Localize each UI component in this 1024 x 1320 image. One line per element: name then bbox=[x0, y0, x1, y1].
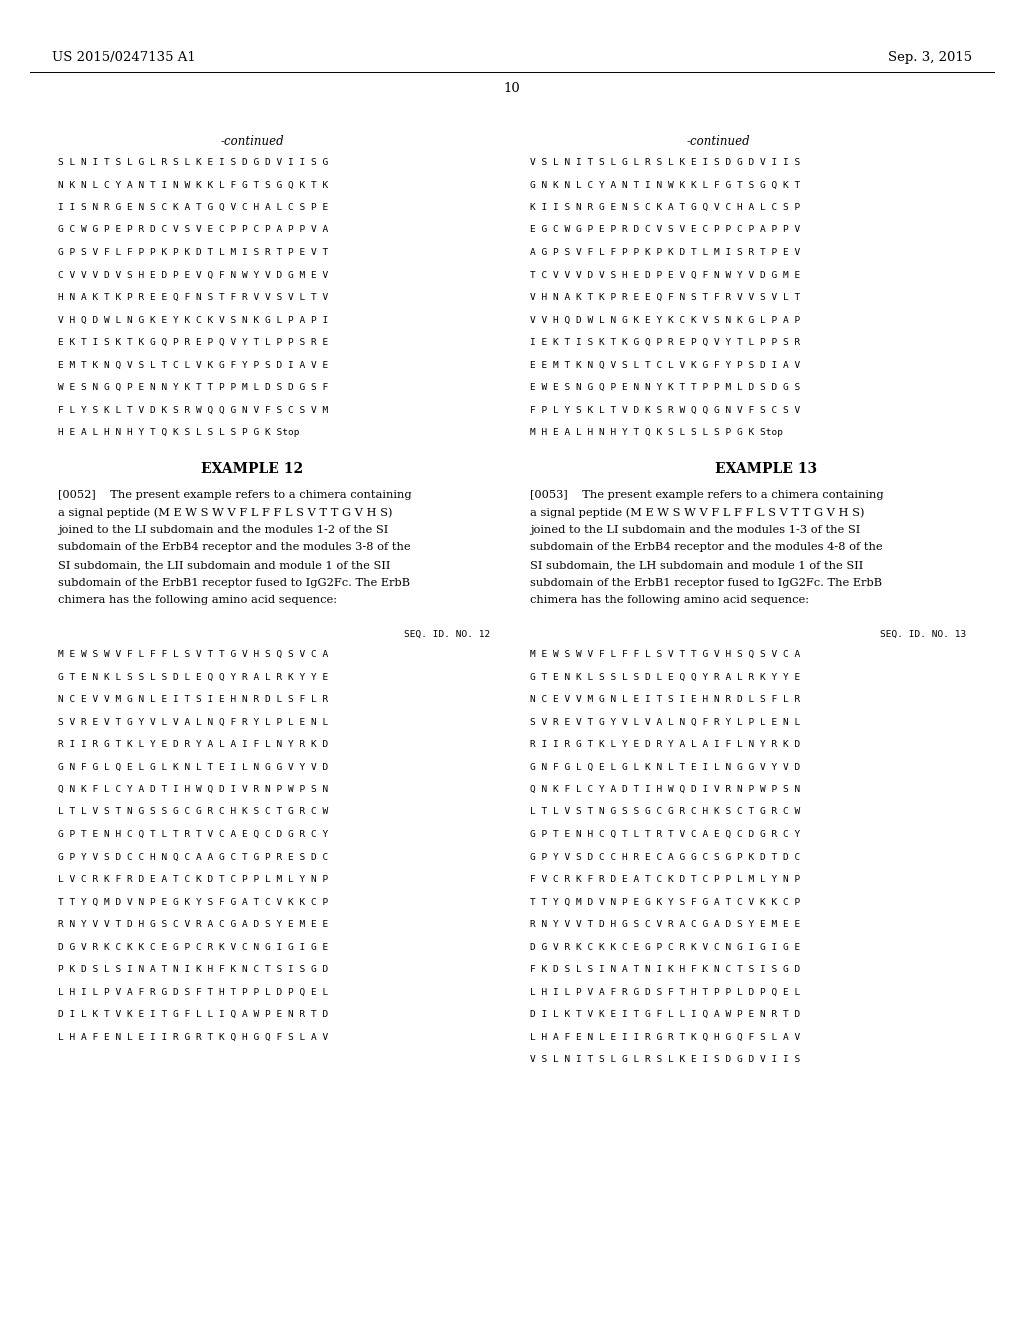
Text: subdomain of the ErbB4 receptor and the modules 3-8 of the: subdomain of the ErbB4 receptor and the … bbox=[58, 543, 411, 553]
Text: SI subdomain, the LII subdomain and module 1 of the SII: SI subdomain, the LII subdomain and modu… bbox=[58, 560, 390, 570]
Text: N C E V V M G N L E I T S I E H N R D L S F L R: N C E V V M G N L E I T S I E H N R D L … bbox=[58, 696, 329, 704]
Text: I E K T I S K T K G Q P R E P Q V Y T L P P S R: I E K T I S K T K G Q P R E P Q V Y T L … bbox=[530, 338, 800, 347]
Text: D I L K T V K E I T G F L L I Q A W P E N R T D: D I L K T V K E I T G F L L I Q A W P E … bbox=[530, 1010, 800, 1019]
Text: L H A F E N L E I I R G R T K Q H G Q F S L A V: L H A F E N L E I I R G R T K Q H G Q F … bbox=[530, 1032, 800, 1041]
Text: N C E V V M G N L E I T S I E H N R D L S F L R: N C E V V M G N L E I T S I E H N R D L … bbox=[530, 696, 800, 704]
Text: M H E A L H N H Y T Q K S L S L S P G K Stop: M H E A L H N H Y T Q K S L S L S P G K … bbox=[530, 428, 783, 437]
Text: L T L V S T N G S S G C G R C H K S C T G R C W: L T L V S T N G S S G C G R C H K S C T … bbox=[58, 808, 329, 817]
Text: subdomain of the ErbB1 receptor fused to IgG2Fc. The ErbB: subdomain of the ErbB1 receptor fused to… bbox=[530, 578, 882, 587]
Text: -continued: -continued bbox=[220, 135, 284, 148]
Text: V H Q D W L N G K E Y K C K V S N K G L P A P I: V H Q D W L N G K E Y K C K V S N K G L … bbox=[58, 315, 329, 325]
Text: T C V V V D V S H E D P E V Q F N W Y V D G M E: T C V V V D V S H E D P E V Q F N W Y V … bbox=[530, 271, 800, 280]
Text: chimera has the following amino acid sequence:: chimera has the following amino acid seq… bbox=[58, 595, 337, 605]
Text: K I I S N R G E N S C K A T G Q V C H A L C S P: K I I S N R G E N S C K A T G Q V C H A … bbox=[530, 203, 800, 213]
Text: H E A L H N H Y T Q K S L S L S P G K Stop: H E A L H N H Y T Q K S L S L S P G K St… bbox=[58, 428, 299, 437]
Text: M E W S W V F L F F L S V T T G V H S Q S V C A: M E W S W V F L F F L S V T T G V H S Q … bbox=[58, 649, 329, 659]
Text: F V C R K F R D E A T C K D T C P P L M L Y N P: F V C R K F R D E A T C K D T C P P L M … bbox=[530, 875, 800, 884]
Text: D I L K T V K E I T G F L L I Q A W P E N R T D: D I L K T V K E I T G F L L I Q A W P E … bbox=[58, 1010, 329, 1019]
Text: R I I R G T K L Y E D R Y A L A I F L N Y R K D: R I I R G T K L Y E D R Y A L A I F L N … bbox=[530, 741, 800, 748]
Text: EXAMPLE 12: EXAMPLE 12 bbox=[201, 462, 303, 477]
Text: a signal peptide (M E W S W V F L F F L S V T T G V H S): a signal peptide (M E W S W V F L F F L … bbox=[58, 507, 392, 517]
Text: G P T E N H C Q T L T R T V C A E Q C D G R C Y: G P T E N H C Q T L T R T V C A E Q C D … bbox=[530, 830, 800, 840]
Text: joined to the LI subdomain and the modules 1-2 of the SI: joined to the LI subdomain and the modul… bbox=[58, 525, 388, 535]
Text: G P S V F L F P P K P K D T L M I S R T P E V T: G P S V F L F P P K P K D T L M I S R T … bbox=[58, 248, 329, 257]
Text: V S L N I T S L G L R S L K E I S D G D V I I S: V S L N I T S L G L R S L K E I S D G D … bbox=[530, 1055, 800, 1064]
Text: subdomain of the ErbB4 receptor and the modules 4-8 of the: subdomain of the ErbB4 receptor and the … bbox=[530, 543, 883, 553]
Text: G N K N L C Y A N T I N W K K L F G T S G Q K T: G N K N L C Y A N T I N W K K L F G T S … bbox=[530, 181, 800, 190]
Text: G T E N K L S S L S D L E Q Q Y R A L R K Y Y E: G T E N K L S S L S D L E Q Q Y R A L R … bbox=[58, 672, 329, 681]
Text: G C W G P E P R D C V S V E C P P C P A P P V A: G C W G P E P R D C V S V E C P P C P A … bbox=[58, 226, 329, 235]
Text: T T Y Q M D V N P E G K Y S F G A T C V K K C P: T T Y Q M D V N P E G K Y S F G A T C V … bbox=[58, 898, 329, 907]
Text: G P Y V S D C C H N Q C A A G C T G P R E S D C: G P Y V S D C C H N Q C A A G C T G P R … bbox=[58, 853, 329, 862]
Text: F K D S L S I N A T N I K H F K N C T S I S G D: F K D S L S I N A T N I K H F K N C T S … bbox=[530, 965, 800, 974]
Text: E G C W G P E P R D C V S V E C P P C P A P P V: E G C W G P E P R D C V S V E C P P C P … bbox=[530, 226, 800, 235]
Text: E M T K N Q V S L T C L V K G F Y P S D I A V E: E M T K N Q V S L T C L V K G F Y P S D … bbox=[58, 360, 329, 370]
Text: E W E S N G Q P E N N Y K T T P P M L D S D G S: E W E S N G Q P E N N Y K T T P P M L D … bbox=[530, 383, 800, 392]
Text: EXAMPLE 13: EXAMPLE 13 bbox=[715, 462, 817, 477]
Text: E E M T K N Q V S L T C L V K G F Y P S D I A V: E E M T K N Q V S L T C L V K G F Y P S … bbox=[530, 360, 800, 370]
Text: [0053]    The present example refers to a chimera containing: [0053] The present example refers to a c… bbox=[530, 490, 884, 500]
Text: G N F G L Q E L G L K N L T E I L N G G V Y V D: G N F G L Q E L G L K N L T E I L N G G … bbox=[58, 763, 329, 771]
Text: Q N K F L C Y A D T I H W Q D I V R N P W P S N: Q N K F L C Y A D T I H W Q D I V R N P … bbox=[530, 785, 800, 795]
Text: -continued: -continued bbox=[686, 135, 750, 148]
Text: F P L Y S K L T V D K S R W Q Q G N V F S C S V: F P L Y S K L T V D K S R W Q Q G N V F … bbox=[530, 405, 800, 414]
Text: [0052]    The present example refers to a chimera containing: [0052] The present example refers to a c… bbox=[58, 490, 412, 500]
Text: V H N A K T K P R E E Q F N S T F R V V S V L T: V H N A K T K P R E E Q F N S T F R V V … bbox=[530, 293, 800, 302]
Text: V V H Q D W L N G K E Y K C K V S N K G L P A P: V V H Q D W L N G K E Y K C K V S N K G … bbox=[530, 315, 800, 325]
Text: I I S N R G E N S C K A T G Q V C H A L C S P E: I I S N R G E N S C K A T G Q V C H A L … bbox=[58, 203, 329, 213]
Text: H N A K T K P R E E Q F N S T F R V V S V L T V: H N A K T K P R E E Q F N S T F R V V S … bbox=[58, 293, 329, 302]
Text: R N Y V V T D H G S C V R A C G A D S Y E M E E: R N Y V V T D H G S C V R A C G A D S Y … bbox=[58, 920, 329, 929]
Text: D G V R K C K K C E G P C R K V C N G I G I G E: D G V R K C K K C E G P C R K V C N G I … bbox=[530, 942, 800, 952]
Text: L V C R K F R D E A T C K D T C P P L M L Y N P: L V C R K F R D E A T C K D T C P P L M … bbox=[58, 875, 329, 884]
Text: P K D S L S I N A T N I K H F K N C T S I S G D: P K D S L S I N A T N I K H F K N C T S … bbox=[58, 965, 329, 974]
Text: SEQ. ID. NO. 13: SEQ. ID. NO. 13 bbox=[880, 630, 966, 639]
Text: chimera has the following amino acid sequence:: chimera has the following amino acid seq… bbox=[530, 595, 809, 605]
Text: G N F G L Q E L G L K N L T E I L N G G V Y V D: G N F G L Q E L G L K N L T E I L N G G … bbox=[530, 763, 800, 771]
Text: A G P S V F L F P P K P K D T L M I S R T P E V: A G P S V F L F P P K P K D T L M I S R … bbox=[530, 248, 800, 257]
Text: SEQ. ID. NO. 12: SEQ. ID. NO. 12 bbox=[403, 630, 490, 639]
Text: T T Y Q M D V N P E G K Y S F G A T C V K K C P: T T Y Q M D V N P E G K Y S F G A T C V … bbox=[530, 898, 800, 907]
Text: L H I L P V A F R G D S F T H T P P L D P Q E L: L H I L P V A F R G D S F T H T P P L D … bbox=[58, 987, 329, 997]
Text: R I I R G T K L Y E D R Y A L A I F L N Y R K D: R I I R G T K L Y E D R Y A L A I F L N … bbox=[58, 741, 329, 748]
Text: F L Y S K L T V D K S R W Q Q G N V F S C S V M: F L Y S K L T V D K S R W Q Q G N V F S … bbox=[58, 405, 329, 414]
Text: E K T I S K T K G Q P R E P Q V Y T L P P S R E: E K T I S K T K G Q P R E P Q V Y T L P … bbox=[58, 338, 329, 347]
Text: Sep. 3, 2015: Sep. 3, 2015 bbox=[888, 51, 972, 65]
Text: D G V R K C K K C E G P C R K V C N G I G I G E: D G V R K C K K C E G P C R K V C N G I … bbox=[58, 942, 329, 952]
Text: V S L N I T S L G L R S L K E I S D G D V I I S: V S L N I T S L G L R S L K E I S D G D … bbox=[530, 158, 800, 168]
Text: M E W S W V F L F F L S V T T G V H S Q S V C A: M E W S W V F L F F L S V T T G V H S Q … bbox=[530, 649, 800, 659]
Text: joined to the LI subdomain and the modules 1-3 of the SI: joined to the LI subdomain and the modul… bbox=[530, 525, 860, 535]
Text: N K N L C Y A N T I N W K K L F G T S G Q K T K: N K N L C Y A N T I N W K K L F G T S G … bbox=[58, 181, 329, 190]
Text: G P T E N H C Q T L T R T V C A E Q C D G R C Y: G P T E N H C Q T L T R T V C A E Q C D … bbox=[58, 830, 329, 840]
Text: S L N I T S L G L R S L K E I S D G D V I I S G: S L N I T S L G L R S L K E I S D G D V … bbox=[58, 158, 329, 168]
Text: SI subdomain, the LH subdomain and module 1 of the SII: SI subdomain, the LH subdomain and modul… bbox=[530, 560, 863, 570]
Text: 10: 10 bbox=[504, 82, 520, 95]
Text: G P Y V S D C C H R E C A G G C S G P K D T D C: G P Y V S D C C H R E C A G G C S G P K … bbox=[530, 853, 800, 862]
Text: S V R E V T G Y V L V A L N Q F R Y L P L E N L: S V R E V T G Y V L V A L N Q F R Y L P … bbox=[530, 718, 800, 726]
Text: L T L V S T N G S S G C G R C H K S C T G R C W: L T L V S T N G S S G C G R C H K S C T … bbox=[530, 808, 800, 817]
Text: R N Y V V T D H G S C V R A C G A D S Y E M E E: R N Y V V T D H G S C V R A C G A D S Y … bbox=[530, 920, 800, 929]
Text: L H I L P V A F R G D S F T H T P P L D P Q E L: L H I L P V A F R G D S F T H T P P L D … bbox=[530, 987, 800, 997]
Text: W E S N G Q P E N N Y K T T P P M L D S D G S F: W E S N G Q P E N N Y K T T P P M L D S … bbox=[58, 383, 329, 392]
Text: L H A F E N L E I I R G R T K Q H G Q F S L A V: L H A F E N L E I I R G R T K Q H G Q F … bbox=[58, 1032, 329, 1041]
Text: a signal peptide (M E W S W V F L F F L S V T T G V H S): a signal peptide (M E W S W V F L F F L … bbox=[530, 507, 864, 517]
Text: Q N K F L C Y A D T I H W Q D I V R N P W P S N: Q N K F L C Y A D T I H W Q D I V R N P … bbox=[58, 785, 329, 795]
Text: S V R E V T G Y V L V A L N Q F R Y L P L E N L: S V R E V T G Y V L V A L N Q F R Y L P … bbox=[58, 718, 329, 726]
Text: C V V V D V S H E D P E V Q F N W Y V D G M E V: C V V V D V S H E D P E V Q F N W Y V D … bbox=[58, 271, 329, 280]
Text: subdomain of the ErbB1 receptor fused to IgG2Fc. The ErbB: subdomain of the ErbB1 receptor fused to… bbox=[58, 578, 411, 587]
Text: US 2015/0247135 A1: US 2015/0247135 A1 bbox=[52, 51, 196, 65]
Text: G T E N K L S S L S D L E Q Q Y R A L R K Y Y E: G T E N K L S S L S D L E Q Q Y R A L R … bbox=[530, 672, 800, 681]
